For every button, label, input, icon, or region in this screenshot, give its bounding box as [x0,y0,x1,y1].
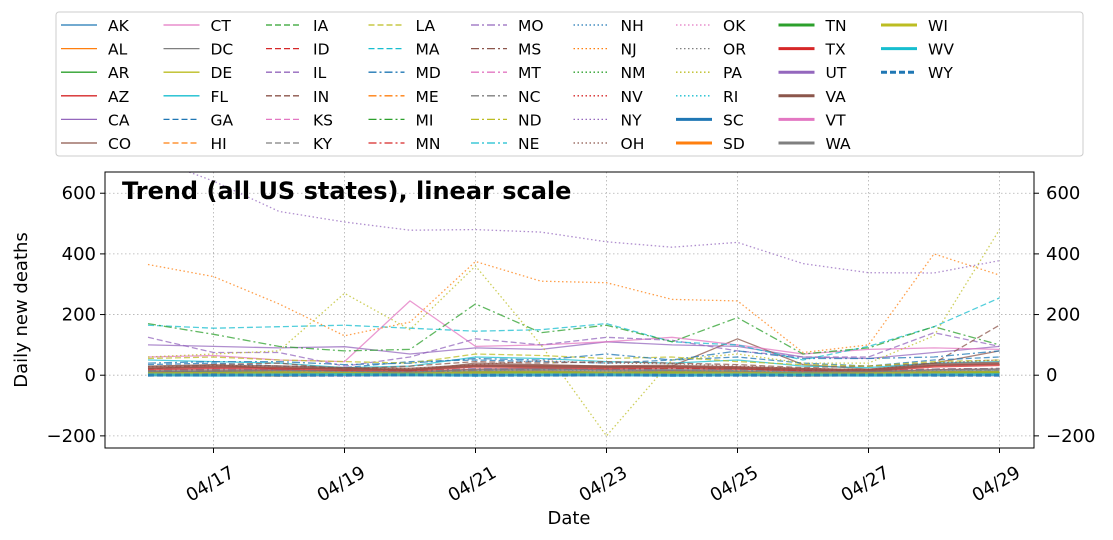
legend-label-ia: IA [313,17,329,35]
y-tick-label-right: 200 [1046,305,1080,326]
legend-label-nh: NH [621,17,644,35]
series-line-nj [147,253,1000,354]
y-tick-label: 0 [85,365,96,386]
series-line-il [147,332,1000,367]
legend-label-mo: MO [518,17,544,35]
legend-label-md: MD [416,64,441,82]
series-line-ct [147,300,1000,363]
legend: AK AL AR AZ CA CO CT DC DE FL GA HI IA ID IL IN KS KY LA MA… [55,11,1084,157]
legend-label-nv: NV [621,88,644,106]
legend-label-va: VA [826,88,847,106]
series-line-va [147,361,1000,373]
series-line-md [147,350,1000,366]
plot-area: −200 0 200 400 600 −200 0 200 400 600 04/17 04/19… [11,171,1095,529]
legend-label-ri: RI [723,88,738,106]
legend-label-vt: VT [826,111,847,129]
legend-label-ne: NE [518,135,539,153]
series-lines [147,172,1001,437]
legend-label-dc: DC [211,41,234,59]
series-line-ny [187,172,1000,274]
legend-label-hi: HI [211,135,227,153]
x-tick-label: 04/19 [314,462,369,506]
y-tick-label-right: 400 [1046,244,1080,265]
legend-label-nj: NJ [621,41,637,59]
plot-frame [104,171,1035,449]
x-tick-label: 04/23 [576,462,631,506]
series-line-pa [147,229,1001,437]
legend-label-ut: UT [826,64,847,82]
legend-label-la: LA [416,17,436,35]
legend-label-mn: MN [416,135,441,153]
y-axis-left: −200 0 200 400 600 [47,183,105,447]
legend-label-wv: WV [928,41,954,59]
legend-label-il: IL [313,64,327,82]
legend-label-ms: MS [518,41,541,59]
legend-label-sd: SD [723,135,745,153]
x-tick-label: 04/27 [838,462,893,506]
legend-label-oh: OH [621,135,645,153]
legend-label-fl: FL [211,88,229,106]
legend-label-sc: SC [723,111,744,129]
legend-label-wi: WI [928,17,948,35]
legend-label-ma: MA [416,41,440,59]
y-tick-label-right: −200 [1046,426,1095,447]
y-tick-label-right: 0 [1046,365,1057,386]
legend-label-de: DE [211,64,233,82]
legend-label-nc: NC [518,88,540,106]
legend-label-ak: AK [108,17,130,35]
y-tick-label: 400 [62,244,96,265]
series-line-fl [147,356,1000,369]
legend-label-ok: OK [723,17,746,35]
y-tick-label: 600 [62,183,96,204]
legend-label-az: AZ [108,88,129,106]
y-tick-label: 200 [62,305,96,326]
legend-label-mi: MI [416,111,434,129]
series-line-in [147,324,1000,370]
legend-label-ca: CA [108,111,130,129]
legend-frame [55,11,1084,157]
legend-label-in: IN [313,88,329,106]
x-tick-label: 04/21 [445,462,500,506]
legend-label-co: CO [108,135,131,153]
legend-label-wy: WY [928,64,953,82]
legend-label-nm: NM [621,64,646,82]
legend-label-wa: WA [826,135,851,153]
legend-label-ga: GA [211,111,234,129]
y-tick-label: −200 [47,426,96,447]
x-tick-label: 04/29 [969,462,1024,506]
legend-label-ar: AR [108,64,130,82]
legend-label-ky: KY [313,135,333,153]
y-axis-right: −200 0 200 400 600 [1034,183,1095,447]
x-axis-label: Date [547,508,590,529]
legend-label-pa: PA [723,64,742,82]
legend-label-id: ID [313,41,330,59]
y-tick-label-right: 600 [1046,183,1080,204]
series-line-mi [147,303,1000,355]
chart-title: Trend (all US states), linear scale [122,177,571,205]
legend-label-al: AL [108,41,128,59]
legend-label-ny: NY [621,111,643,129]
legend-label-or: OR [723,41,746,59]
series-line-la [147,353,1000,367]
legend-label-ct: CT [211,17,232,35]
y-axis-label: Daily new deaths [11,232,32,388]
legend-label-ks: KS [313,111,333,129]
x-tick-label: 04/17 [183,462,238,506]
legend-label-tn: TN [825,17,847,35]
legend-label-mt: MT [518,64,541,82]
grid [105,172,1034,448]
x-tick-label: 04/25 [707,462,762,506]
legend-label-nd: ND [518,111,542,129]
x-axis: 04/17 04/19 04/21 04/23 04/25 04/27 04/29 [183,448,1024,506]
legend-label-me: ME [416,88,439,106]
legend-label-tx: TX [825,41,846,59]
